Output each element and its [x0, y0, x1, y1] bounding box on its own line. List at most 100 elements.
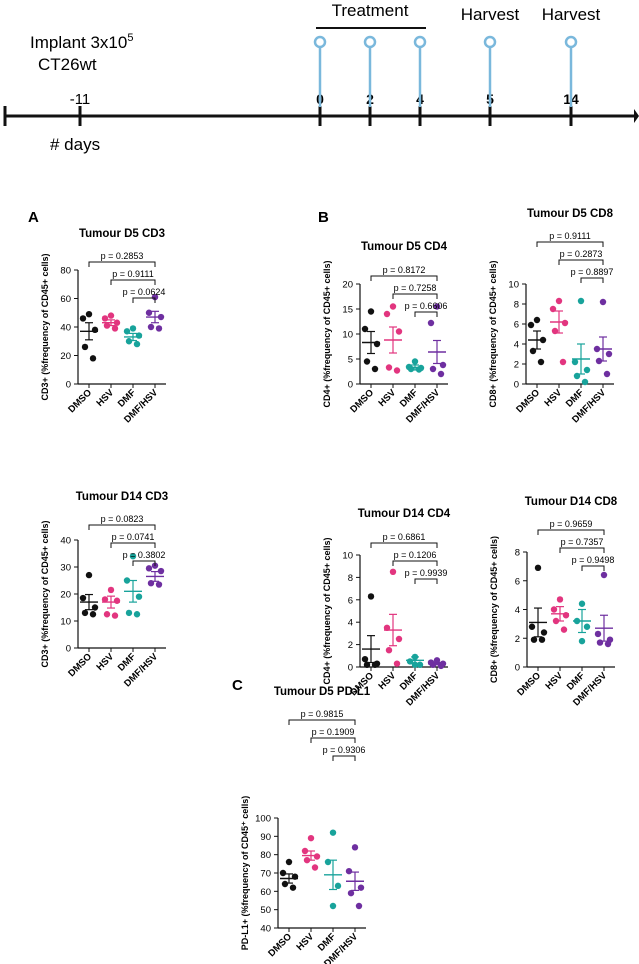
p-value-label: p = 0.7258	[394, 283, 437, 293]
p-value-label: p = 0.9111	[112, 269, 153, 279]
p-value-label: p = 0.9498	[572, 555, 615, 565]
data-point	[605, 350, 613, 358]
marker-circle	[564, 35, 578, 49]
data-point	[103, 611, 111, 618]
timeline-markers	[313, 35, 578, 107]
chart-tumour-d5-pd-l1: Tumour D5 PD-L1 40 50 60 70 80 90 100 PD-L1+ (%f…	[240, 686, 371, 964]
significance-bracket	[558, 259, 604, 265]
data-point	[125, 609, 133, 617]
data-point	[433, 657, 441, 664]
series-dmf	[405, 358, 425, 373]
series-dmf-hsv	[145, 293, 165, 332]
y-tick-label: 10	[342, 330, 353, 341]
data-point	[157, 567, 165, 575]
data-point	[307, 834, 315, 842]
y-axis-label: PD-L1+ (%frequency of CD45⁺ cells)	[240, 796, 250, 951]
chart-tumour-d5-cd8: Tumour D5 CD8 0 2 4 6 8 10 CD8+ (%frequency of …	[488, 208, 614, 425]
y-tick-label: 0	[348, 663, 353, 674]
series-dmf-hsv	[594, 571, 614, 648]
y-tick-label: 40	[60, 536, 71, 547]
p-value-label: p = 0.0823	[101, 514, 144, 524]
data-point	[107, 586, 115, 594]
p-value-label: p = 0.1206	[394, 550, 437, 560]
series-dmso	[79, 310, 99, 362]
y-tick-label: 5	[348, 355, 353, 366]
data-point	[437, 370, 445, 378]
y-tick-label: 4	[514, 340, 519, 351]
data-point	[155, 325, 163, 332]
x-tick-label: HSV	[543, 387, 565, 409]
data-point	[416, 661, 424, 668]
y-tick-label: 80	[260, 850, 271, 861]
series-dmf-hsv	[427, 657, 447, 670]
x-tick-label: HSV	[95, 651, 117, 673]
series-dmf-hsv	[345, 844, 365, 910]
series-hsv	[383, 568, 403, 667]
data-point	[439, 361, 447, 369]
y-tick-label: 10	[342, 551, 353, 562]
significance-bracket	[392, 560, 438, 566]
data-point	[355, 902, 363, 910]
significance-bracket	[536, 241, 604, 247]
series-dmso	[361, 308, 381, 373]
y-tick-label: 10	[60, 617, 71, 628]
series-hsv	[383, 303, 403, 374]
data-point	[329, 829, 337, 836]
x-tick-label: DMSO	[515, 670, 543, 698]
data-point	[530, 636, 538, 643]
data-point	[123, 328, 131, 335]
x-tick-label: HSV	[544, 670, 566, 692]
data-point	[303, 856, 311, 864]
data-point	[433, 303, 441, 310]
marker-circle	[483, 35, 497, 49]
significance-bracket	[537, 529, 605, 535]
chart-title: Tumour D5 CD4	[361, 241, 448, 253]
significance-bracket	[559, 547, 605, 553]
data-point	[91, 326, 99, 334]
data-point	[583, 366, 591, 374]
significance-bracket	[110, 279, 156, 285]
data-point	[113, 319, 121, 326]
data-point	[385, 364, 393, 371]
significance-bracket	[414, 311, 438, 317]
harvest-label: Harvest	[461, 5, 520, 24]
data-point	[145, 309, 153, 316]
data-point	[85, 310, 93, 318]
significance-bracket	[370, 542, 438, 548]
x-tick-label: HSV	[377, 387, 399, 409]
data-point	[107, 312, 115, 319]
y-tick-label: 8	[515, 548, 520, 559]
x-tick-label: DMSO	[66, 387, 94, 415]
data-point	[395, 635, 403, 643]
data-point	[534, 564, 542, 572]
implant-label: Implant 3x105	[30, 32, 133, 52]
data-point	[361, 655, 369, 663]
y-tick-label: 4	[348, 618, 353, 629]
data-point	[125, 338, 133, 345]
marker-circle	[413, 35, 427, 49]
significance-bracket	[110, 542, 156, 548]
chart-tumour-d5-cd4: Tumour D5 CD4 0 5 10 15 20 CD4+ (%frequency of…	[322, 241, 448, 425]
data-point	[85, 571, 93, 579]
data-point	[145, 565, 153, 572]
data-point	[395, 328, 403, 335]
chart-title: Tumour D14 CD3	[76, 491, 168, 503]
data-point	[133, 340, 141, 348]
data-point	[363, 661, 371, 668]
data-point	[429, 365, 437, 373]
p-value-label: p = 0.2853	[101, 251, 144, 261]
data-point	[594, 630, 602, 638]
timeline-tick-marks	[3, 106, 573, 126]
y-tick-label: 6	[348, 595, 353, 606]
data-point	[135, 593, 143, 600]
y-tick-label: 6	[514, 320, 519, 331]
data-point	[528, 623, 536, 630]
data-point	[577, 297, 585, 305]
p-value-label: p = 0.9659	[550, 519, 593, 529]
chart-tumour-d5-cd3: Tumour D5 CD3 0 20 40 60 80 CD3+ (%frequency o…	[40, 228, 166, 425]
significance-bracket	[332, 755, 356, 761]
data-point	[89, 355, 97, 362]
data-point	[357, 884, 365, 891]
series-hsv	[549, 297, 569, 366]
data-point	[157, 313, 165, 321]
